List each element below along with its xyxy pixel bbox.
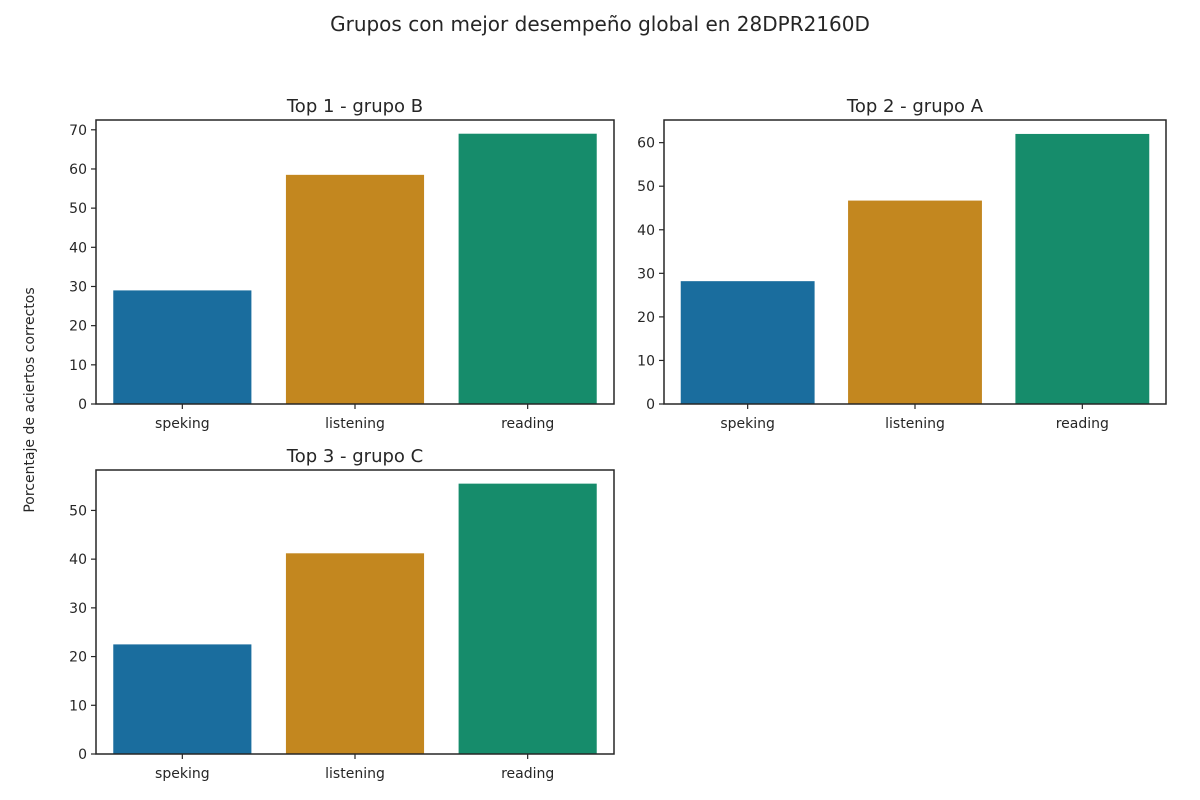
y-tick-label: 50 [69, 201, 87, 217]
subplot-1: Top 1 - grupo B speking listening reading 0 1… [69, 96, 615, 432]
y-tick-label: 70 [69, 123, 87, 139]
subplot-2: Top 2 - grupo A speking listening reading 0 1… [637, 96, 1167, 432]
x-tick-label: speking [155, 766, 210, 782]
subplot-title: Top 2 - grupo A [846, 96, 984, 117]
y-tick-label: 20 [69, 319, 87, 335]
subplot-title: Top 3 - grupo C [286, 446, 423, 467]
axes-frame [663, 119, 1167, 405]
x-tick-label: reading [1056, 416, 1109, 432]
x-tick-label: speking [720, 416, 775, 432]
subplot-3: Top 3 - grupo C speking listening reading 0 1… [69, 446, 615, 782]
y-tick-label: 30 [637, 266, 655, 282]
figure-title: Grupos con mejor desempeño global en 28D… [330, 12, 870, 36]
x-tick-label: listening [325, 416, 385, 432]
x-tick-label: listening [885, 416, 945, 432]
y-tick-label: 60 [69, 162, 87, 178]
x-tick-label: listening [325, 766, 385, 782]
y-tick-label: 40 [69, 552, 87, 568]
bar-speking [113, 290, 252, 404]
y-tick-label: 0 [78, 747, 87, 763]
y-tick-label: 40 [637, 223, 655, 239]
y-tick-label: 10 [69, 698, 87, 714]
y-tick-label: 30 [69, 279, 87, 295]
y-tick-label: 10 [69, 358, 87, 374]
bar-listening [285, 553, 425, 754]
axes-frame [95, 119, 615, 405]
y-tick-label: 10 [637, 353, 655, 369]
axes-frame [95, 469, 615, 755]
subplot-title: Top 1 - grupo B [286, 96, 423, 117]
x-tick-label: reading [501, 416, 554, 432]
y-tick-label: 50 [69, 503, 87, 519]
bar-speking [680, 281, 815, 404]
y-tick-label: 60 [637, 136, 655, 152]
bar-reading [458, 483, 597, 754]
bar-listening [285, 174, 425, 404]
x-tick-label: speking [155, 416, 210, 432]
bar-reading [1015, 133, 1150, 404]
bar-listening [848, 200, 982, 404]
bar-speking [113, 644, 252, 754]
y-tick-label: 20 [69, 650, 87, 666]
bar-reading [458, 133, 597, 405]
y-tick-label: 50 [637, 179, 655, 195]
y-tick-label: 20 [637, 310, 655, 326]
y-tick-label: 30 [69, 601, 87, 617]
y-tick-label: 40 [69, 240, 87, 256]
y-tick-label: 0 [78, 397, 87, 413]
y-tick-label: 0 [646, 397, 655, 413]
x-tick-label: reading [501, 766, 554, 782]
